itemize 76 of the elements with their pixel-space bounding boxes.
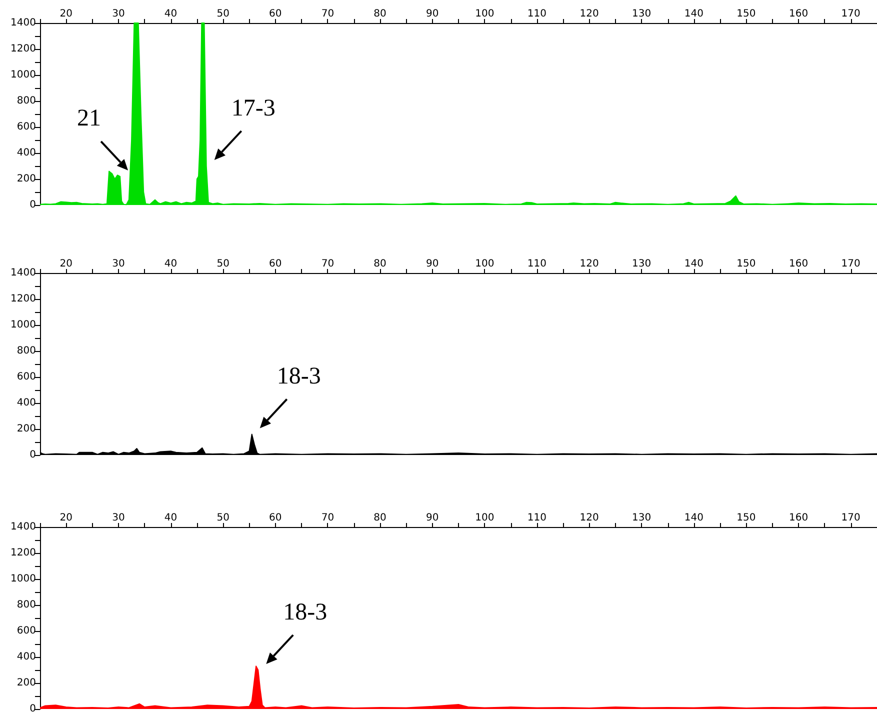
x-tick-label: 130 bbox=[632, 258, 652, 270]
x-tick-label: 140 bbox=[684, 512, 704, 524]
x-tick-label: 100 bbox=[475, 258, 494, 270]
x-tick-label: 170 bbox=[841, 258, 860, 270]
x-tick-label: 60 bbox=[269, 258, 282, 270]
x-tick-label: 160 bbox=[788, 512, 808, 524]
x-tick-label: 70 bbox=[321, 8, 334, 20]
y-tick-label: 1000 bbox=[10, 574, 36, 584]
y-tick-label: 200 bbox=[16, 424, 36, 434]
x-tick-label: 160 bbox=[788, 8, 808, 20]
x-tick-label: 40 bbox=[164, 8, 178, 20]
x-tick-label: 40 bbox=[164, 512, 178, 524]
x-tick-label: 90 bbox=[426, 258, 439, 270]
annotation: 17-3 bbox=[231, 96, 276, 122]
x-tick-label: 30 bbox=[112, 512, 125, 524]
x-tick-label: 160 bbox=[788, 258, 808, 270]
x-tick-label: 90 bbox=[426, 8, 439, 20]
y-tick-label: 1400 bbox=[10, 18, 36, 28]
y-tick-label: 0 bbox=[30, 200, 36, 210]
x-tick-label: 170 bbox=[841, 8, 860, 20]
y-tick-label: 400 bbox=[16, 148, 36, 158]
x-tick-label: 120 bbox=[580, 258, 599, 270]
x-tick-label: 70 bbox=[321, 258, 334, 270]
y-tick-label: 600 bbox=[16, 626, 36, 636]
x-tick-label: 20 bbox=[60, 258, 73, 270]
x-tick-label: 30 bbox=[112, 258, 125, 270]
x-tick-label: 40 bbox=[164, 258, 178, 270]
x-tick-label: 150 bbox=[736, 512, 756, 524]
annotation: 18-3 bbox=[276, 364, 321, 391]
x-tick-label: 50 bbox=[216, 258, 230, 270]
y-tick-label: 1200 bbox=[10, 548, 36, 558]
y-tick-label: 200 bbox=[16, 174, 36, 184]
x-tick-label: 20 bbox=[60, 512, 73, 524]
y-tick-label: 800 bbox=[16, 96, 36, 106]
annotation: 21 bbox=[77, 106, 102, 133]
x-tick-label: 140 bbox=[684, 8, 704, 20]
x-tick-label: 70 bbox=[321, 512, 334, 524]
x-tick-label: 130 bbox=[632, 512, 652, 524]
x-tick-label: 50 bbox=[216, 8, 230, 20]
y-tick-label: 1200 bbox=[10, 44, 36, 54]
y-tick-label: 1200 bbox=[10, 294, 36, 304]
y-tick-label: 800 bbox=[16, 600, 36, 610]
annotation: 18-3 bbox=[283, 600, 328, 626]
x-tick-label: 140 bbox=[684, 258, 704, 270]
x-tick-label: 20 bbox=[60, 8, 73, 20]
x-tick-label: 110 bbox=[527, 8, 547, 20]
y-tick-label: 0 bbox=[30, 450, 36, 460]
x-tick-label: 100 bbox=[475, 8, 494, 20]
x-tick-label: 110 bbox=[527, 258, 547, 270]
x-tick-label: 60 bbox=[269, 8, 282, 20]
y-tick-label: 1000 bbox=[10, 70, 36, 80]
y-tick-label: 200 bbox=[16, 678, 36, 688]
x-tick-label: 50 bbox=[216, 512, 230, 524]
x-tick-label: 60 bbox=[269, 512, 282, 524]
x-tick-label: 150 bbox=[736, 258, 756, 270]
x-tick-label: 120 bbox=[580, 512, 599, 524]
y-tick-label: 1400 bbox=[10, 268, 36, 278]
y-tick-label: 600 bbox=[16, 372, 36, 382]
x-tick-label: 130 bbox=[632, 8, 652, 20]
x-tick-label: 90 bbox=[426, 512, 439, 524]
y-tick-label: 0 bbox=[30, 704, 36, 713]
x-tick-label: 100 bbox=[475, 512, 494, 524]
x-tick-label: 120 bbox=[580, 8, 599, 20]
y-tick-label: 400 bbox=[16, 652, 36, 662]
x-tick-label: 80 bbox=[374, 258, 386, 270]
x-tick-label: 30 bbox=[112, 8, 125, 20]
y-tick-label: 1000 bbox=[10, 320, 36, 330]
x-tick-label: 80 bbox=[374, 8, 386, 20]
y-tick-label: 600 bbox=[16, 122, 36, 132]
y-tick-label: 400 bbox=[16, 398, 36, 408]
x-tick-label: 150 bbox=[736, 8, 756, 20]
y-tick-label: 1400 bbox=[10, 522, 36, 532]
x-tick-label: 110 bbox=[527, 512, 547, 524]
y-tick-label: 800 bbox=[16, 346, 36, 356]
x-tick-label: 80 bbox=[374, 512, 386, 524]
x-tick-label: 170 bbox=[841, 512, 860, 524]
